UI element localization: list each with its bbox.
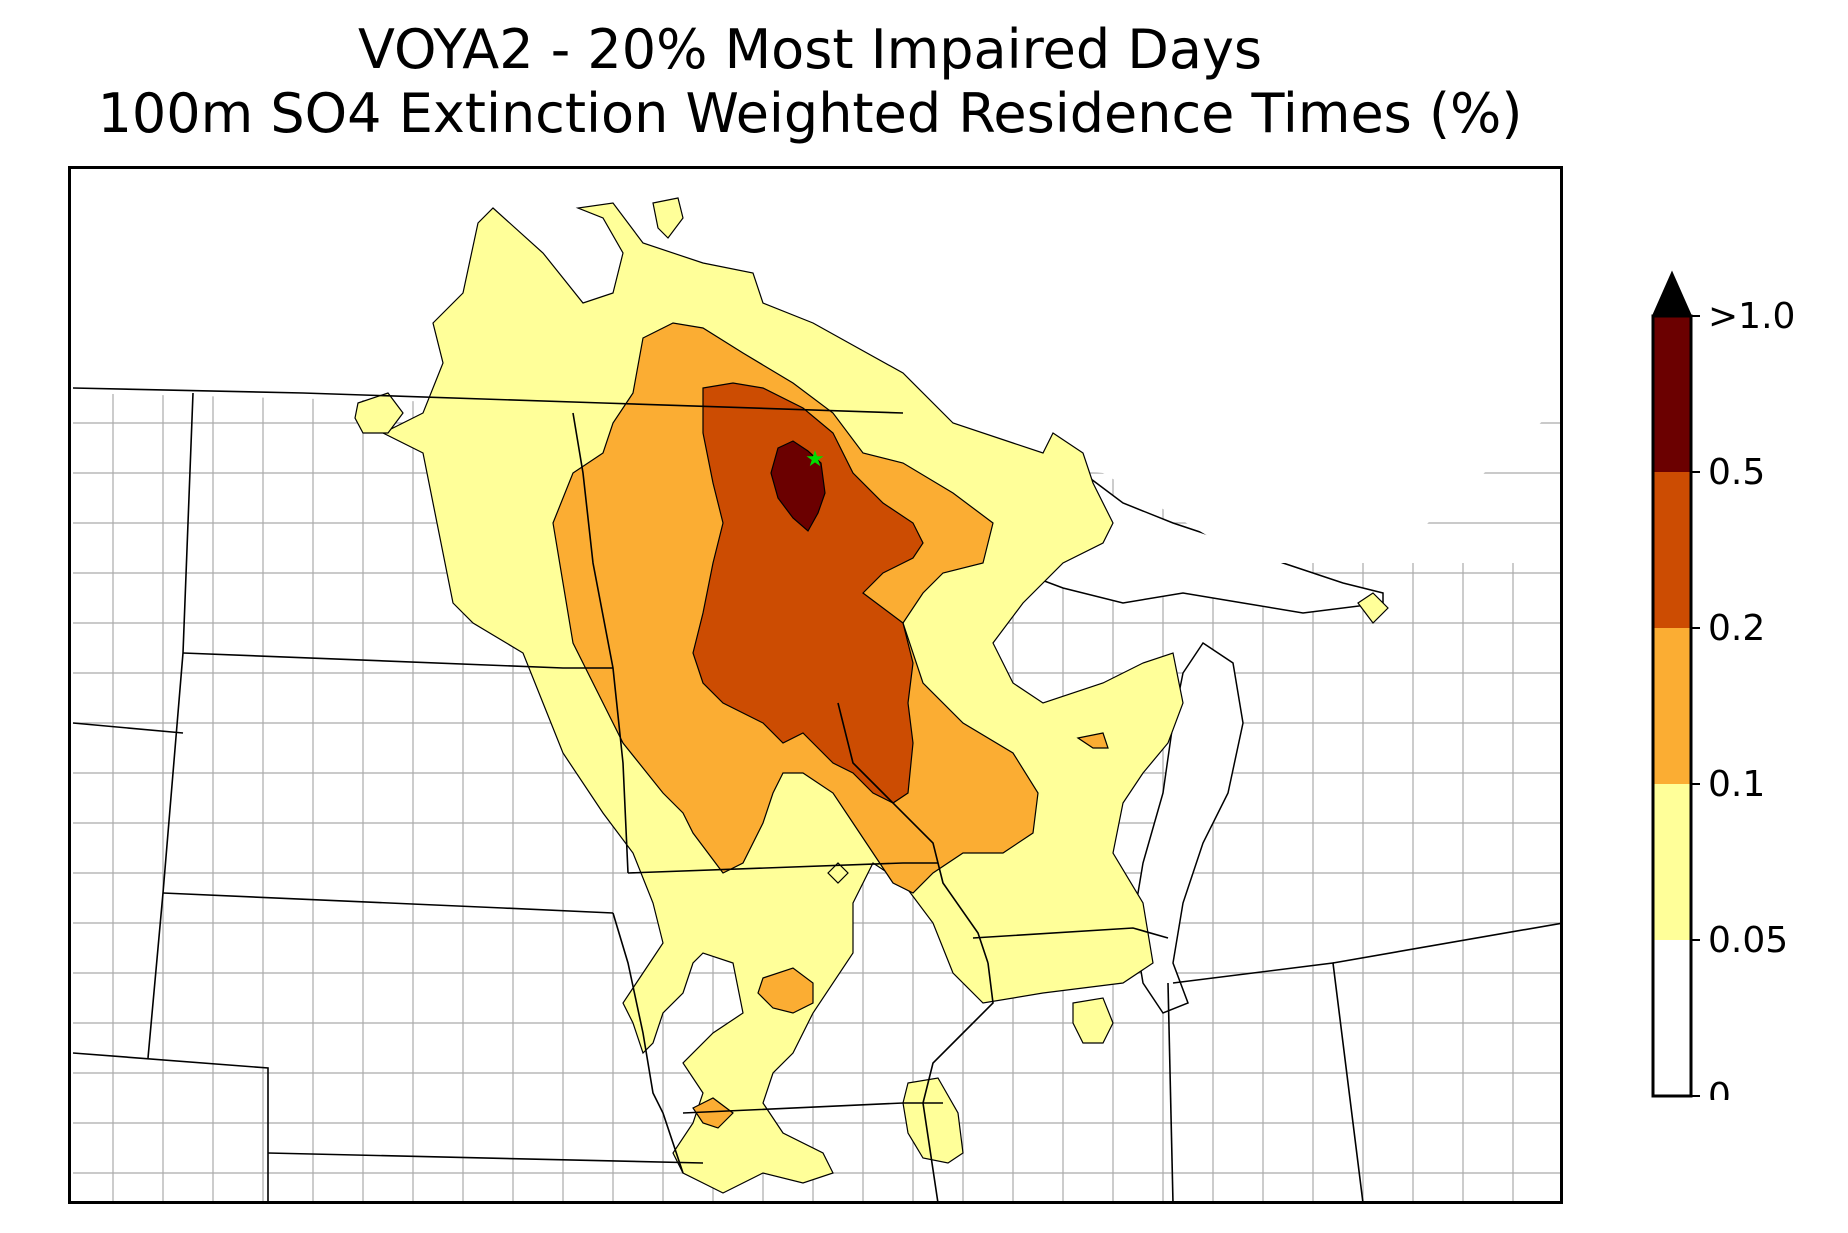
- colorbar-swatch: [1653, 472, 1691, 628]
- colorbar-swatch: [1653, 940, 1691, 1096]
- colorbar-tick-label: 0: [1708, 1076, 1731, 1100]
- colorbar-tick-label: 0.1: [1708, 764, 1765, 805]
- colorbar-extend-arrow: [1651, 270, 1693, 317]
- colorbar-tick-label: 0.2: [1708, 608, 1765, 649]
- colorbar-tick-label: >1.0: [1708, 296, 1795, 337]
- lake-michigan: [1132, 641, 1244, 1014]
- site-marker-star-icon: ★: [805, 447, 825, 472]
- title-line-1: VOYA2 - 20% Most Impaired Days: [357, 18, 1263, 81]
- colorbar-outline: [1651, 314, 1693, 1098]
- colorbar: 0 0.05 0.1 0.2 0.5 >1.0: [1651, 270, 1795, 1100]
- colorbar-swatch: [1653, 628, 1691, 784]
- colorbar-labels: 0 0.05 0.1 0.2 0.5 >1.0: [1691, 296, 1795, 1100]
- colorbar-tick-label: 0.05: [1708, 920, 1788, 961]
- map-canvas: ★: [72, 173, 1560, 1201]
- title-block: VOYA2 - 20% Most Impaired Days 100m SO4 …: [0, 18, 1620, 146]
- contour-0.2: [692, 382, 924, 804]
- contour-0.5: [770, 440, 826, 532]
- title-line-2: 100m SO4 Extinction Weighted Residence T…: [97, 82, 1523, 145]
- colorbar-swatch: [1653, 316, 1691, 472]
- state-boundaries: [72, 387, 1560, 1201]
- map-frame: ★: [68, 166, 1563, 1204]
- colorbar-tick-label: 0.5: [1708, 452, 1765, 493]
- colorbar-swatch: [1653, 784, 1691, 940]
- colorbar-swatches: [1653, 316, 1691, 1096]
